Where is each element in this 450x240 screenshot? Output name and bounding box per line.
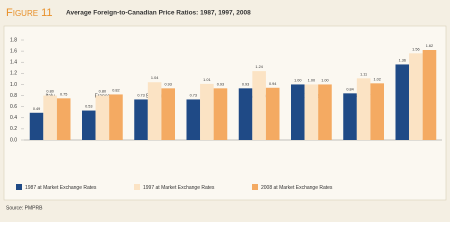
value-label: 0.93 (165, 82, 172, 86)
value-label: 1.01 (203, 78, 210, 82)
value-label: 0.49 (33, 107, 40, 111)
bar (56, 98, 71, 140)
bar (161, 88, 176, 140)
bar (318, 84, 332, 140)
bar (238, 88, 253, 140)
y-tick-label: 0.2 (10, 126, 17, 132)
value-label: 1.00 (294, 78, 301, 82)
y-tick-label: 1.8 (10, 37, 17, 43)
bar (147, 82, 162, 140)
bar (395, 64, 410, 140)
y-tick-label: 1.0 (10, 82, 17, 88)
bar (252, 71, 266, 140)
bar (109, 94, 123, 140)
legend-swatch (134, 184, 140, 190)
bar (213, 88, 228, 140)
legend-swatch (16, 184, 22, 190)
value-label: 0.82 (112, 88, 119, 92)
value-label: 1.04 (151, 76, 158, 80)
y-tick-label: 0.8 (10, 93, 17, 99)
bar (343, 93, 357, 140)
value-label: 0.80 (99, 90, 106, 94)
value-label: 0.94 (269, 82, 276, 86)
value-label: 0.75 (60, 92, 67, 96)
value-label: 1.62 (426, 44, 433, 48)
bar (43, 95, 57, 140)
value-label: 1.00 (321, 78, 328, 82)
value-label: 0.73 (137, 93, 144, 97)
bar (290, 84, 305, 140)
y-tick-label: 0.4 (10, 115, 17, 121)
value-label: 0.93 (217, 82, 224, 86)
bar (95, 95, 110, 140)
value-label: 0.53 (85, 105, 92, 109)
bar (356, 78, 371, 140)
chart-title: Average Foreign-to-Canadian Price Ratios… (66, 10, 251, 17)
value-label: 1.56 (412, 47, 419, 51)
value-label: 1.36 (399, 58, 406, 62)
bar (81, 110, 96, 140)
legend-label: 1997 at Market Exchange Rates (143, 185, 215, 191)
y-tick-label: 1.2 (10, 71, 17, 77)
value-label: 1.24 (255, 65, 262, 69)
bar (422, 50, 437, 140)
value-label: 0.93 (242, 82, 249, 86)
y-tick-label: 0.6 (10, 104, 17, 110)
legend-label: 2008 at Market Exchange Rates (261, 185, 333, 191)
value-label: 0.73 (190, 93, 197, 97)
y-tick-label: 0.0 (10, 137, 17, 143)
bar (370, 83, 385, 140)
source: Source: PMPRB (6, 205, 43, 211)
bar (304, 84, 319, 140)
value-label: 1.02 (374, 77, 381, 81)
bar (200, 83, 214, 140)
bar (265, 87, 280, 140)
value-label: 1.11 (360, 72, 367, 76)
chart: Figure 11 Average Foreign-to-Canadian Pr… (0, 0, 450, 222)
bar (29, 112, 44, 140)
bar (409, 53, 423, 141)
legend-swatch (252, 184, 258, 190)
bar (134, 99, 148, 140)
y-tick-label: 1.6 (10, 48, 17, 54)
value-label: 0.80 (46, 90, 53, 94)
value-label: 0.84 (346, 87, 353, 91)
figure-label: Figure 11 (6, 7, 53, 19)
bar (186, 99, 201, 140)
y-tick-label: 1.4 (10, 60, 17, 66)
legend-label: 1987 at Market Exchange Rates (25, 185, 97, 191)
value-label: 1.00 (308, 78, 315, 82)
